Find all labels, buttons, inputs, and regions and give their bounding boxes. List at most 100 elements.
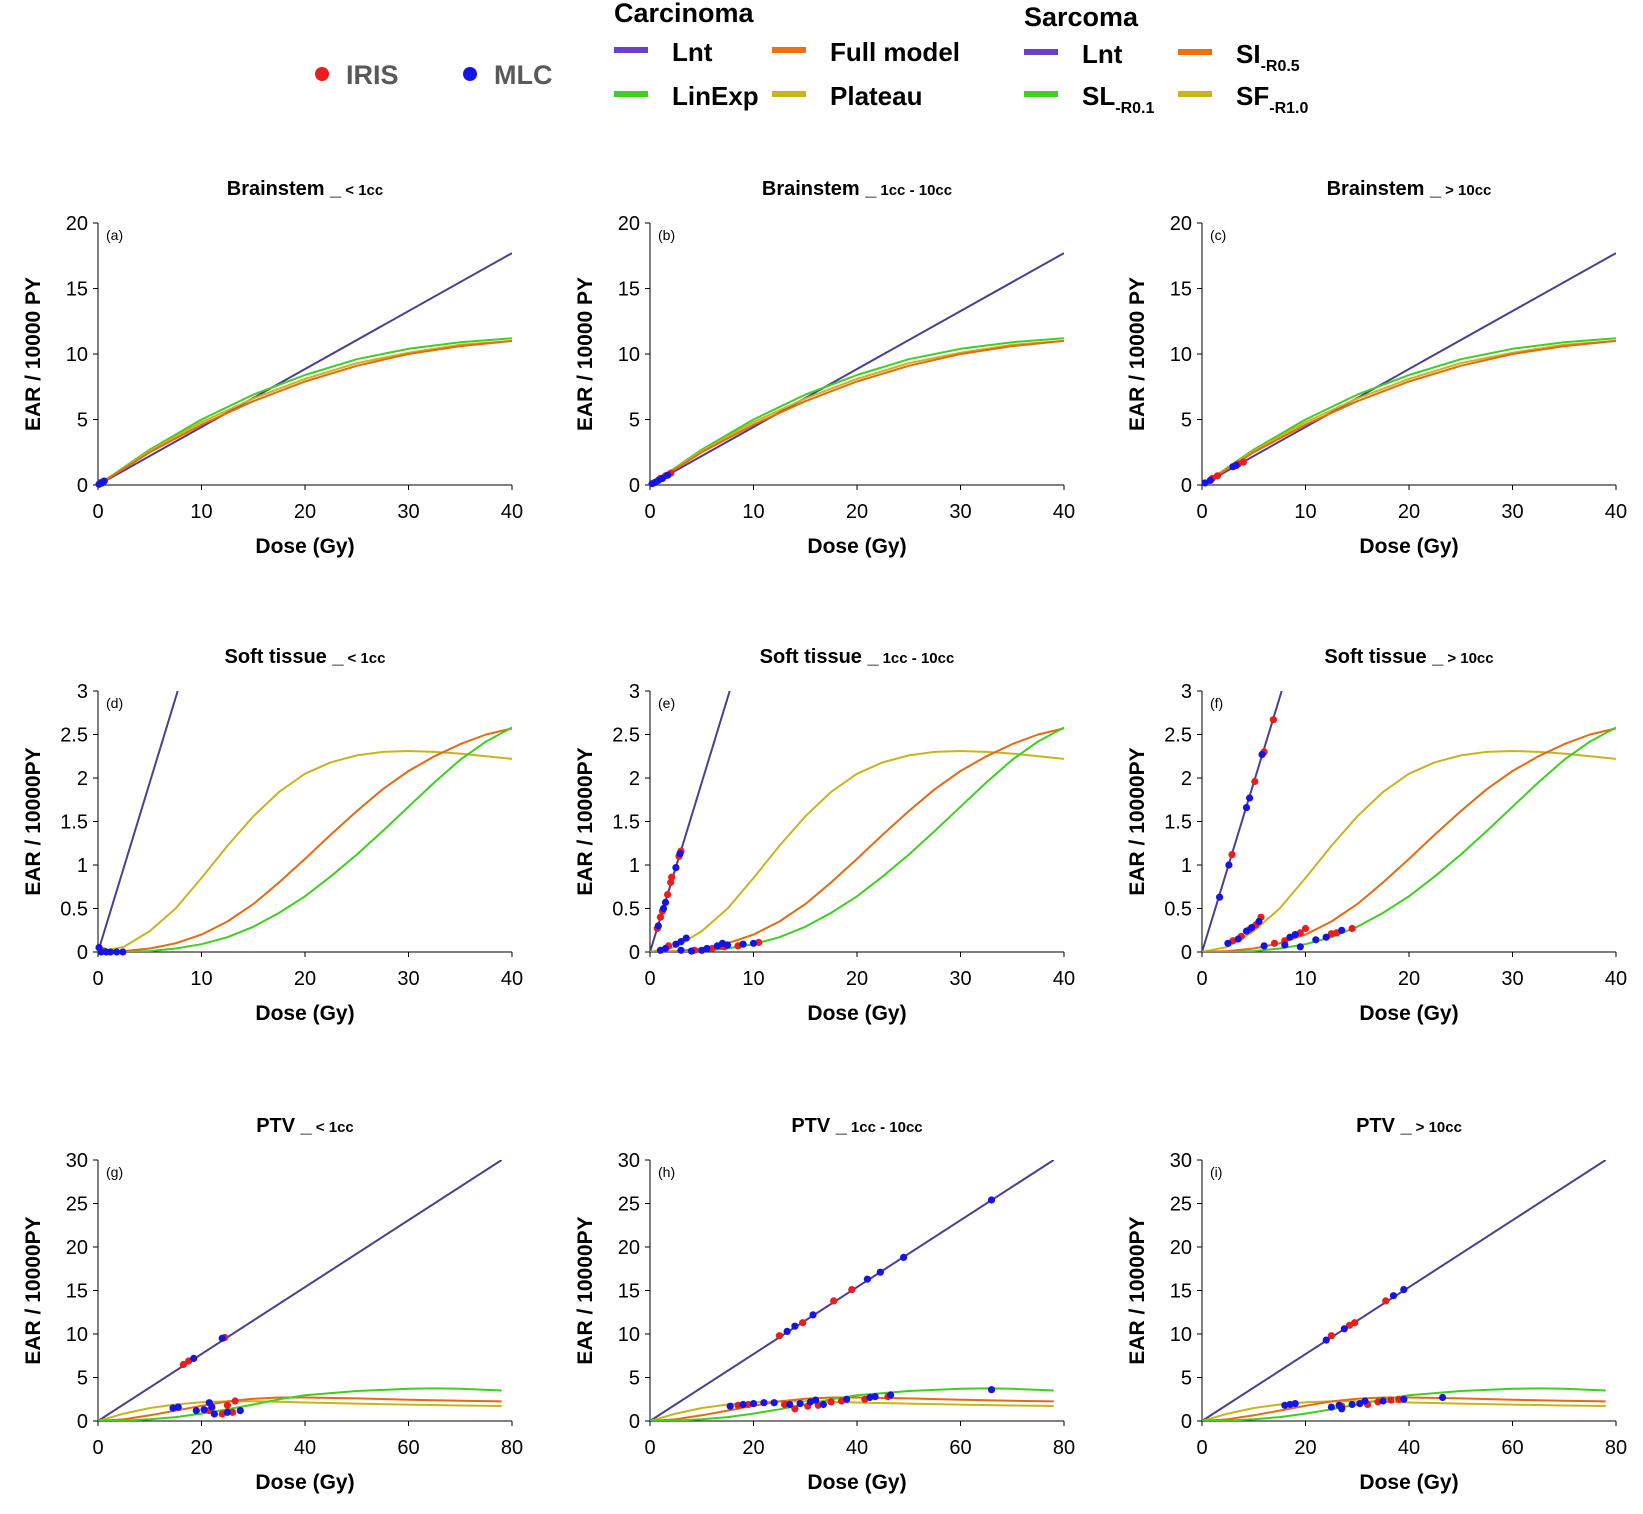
data-point-iris bbox=[780, 1400, 789, 1409]
data-point-mlc bbox=[1389, 1292, 1398, 1300]
y-tick-label: 2.5 bbox=[60, 725, 88, 747]
data-point-mlc bbox=[654, 922, 662, 930]
y-axis-label: EAR / 10000PY bbox=[1126, 747, 1149, 895]
panel-label: (e) bbox=[658, 695, 675, 711]
series-group bbox=[1202, 691, 1616, 952]
legend-carcinoma-swatch-1 bbox=[772, 47, 806, 53]
data-point-mlc bbox=[659, 904, 668, 913]
data-point-mlc bbox=[236, 1407, 244, 1415]
x-axis-label: Dose (Gy) bbox=[1359, 535, 1458, 558]
data-point-iris bbox=[1228, 851, 1236, 859]
data-point-mlc bbox=[1322, 933, 1330, 941]
data-point-mlc bbox=[1258, 750, 1266, 759]
data-point-iris bbox=[1270, 939, 1279, 947]
panel-c: Brainstem _ > 10cc 0 5 10 15 20 0 10 20 30 40 Dose (… bbox=[1126, 178, 1627, 558]
x-tick-label: 0 bbox=[92, 501, 103, 523]
y-tick-label: 25 bbox=[618, 1194, 640, 1216]
series-line-lnt bbox=[1202, 252, 1616, 485]
series-line-linexp bbox=[1202, 1387, 1606, 1421]
series-group bbox=[1202, 252, 1616, 485]
y-tick-label: 10 bbox=[1170, 1324, 1192, 1346]
y-tick-label: 3 bbox=[1181, 681, 1192, 703]
data-point-iris bbox=[827, 1398, 835, 1406]
x-tick-label: 20 bbox=[846, 501, 868, 523]
data-point-mlc bbox=[1281, 941, 1289, 949]
panel-title: Brainstem _ 1cc - 10cc bbox=[762, 178, 952, 200]
data-point-iris bbox=[830, 1297, 838, 1305]
x-tick-label: 0 bbox=[644, 968, 655, 990]
x-tick-label: 10 bbox=[1294, 501, 1316, 523]
panel-b: Brainstem _ 1cc - 10cc 0 5 10 15 20 0 10 20 30 40 Do… bbox=[574, 178, 1075, 558]
data-point-mlc bbox=[703, 944, 711, 953]
data-point-mlc bbox=[876, 1268, 884, 1276]
series-line-full-model bbox=[98, 727, 512, 952]
x-tick-label: 20 bbox=[294, 501, 316, 523]
y-axis-label: EAR / 10000PY bbox=[574, 747, 597, 895]
y-tick-label: 20 bbox=[618, 213, 640, 235]
legend-marker-mlc-label: MLC bbox=[494, 60, 552, 90]
y-tick-label: 25 bbox=[1170, 1194, 1192, 1216]
data-point-iris bbox=[1395, 1395, 1403, 1403]
series-line-full-model bbox=[650, 727, 1064, 952]
x-tick-label: 30 bbox=[397, 501, 419, 523]
series-line-plateau bbox=[98, 1400, 502, 1421]
y-tick-label: 1 bbox=[77, 855, 88, 877]
x-axis-label: Dose (Gy) bbox=[255, 1002, 354, 1025]
data-point-mlc bbox=[664, 471, 672, 479]
series-line-linexp bbox=[1202, 726, 1616, 952]
y-tick-label: 20 bbox=[1170, 1237, 1192, 1259]
y-axis-label: EAR / 10000 PY bbox=[574, 277, 597, 431]
points-group bbox=[95, 944, 127, 956]
x-tick-label: 60 bbox=[1501, 1437, 1523, 1459]
data-point-mlc bbox=[119, 948, 127, 956]
panel-label: (i) bbox=[1210, 1164, 1222, 1180]
x-tick-label: 80 bbox=[501, 1437, 523, 1459]
data-point-mlc bbox=[987, 1196, 996, 1204]
data-point-iris bbox=[1251, 777, 1259, 786]
data-point-iris bbox=[231, 1397, 239, 1405]
x-tick-label: 60 bbox=[397, 1437, 419, 1459]
data-point-mlc bbox=[658, 474, 667, 482]
data-point-mlc bbox=[1400, 1395, 1408, 1403]
data-point-mlc bbox=[687, 947, 696, 955]
data-point-mlc bbox=[1400, 1286, 1408, 1294]
x-tick-label: 20 bbox=[1294, 1437, 1316, 1459]
x-tick-label: 10 bbox=[1294, 968, 1316, 990]
data-point-mlc bbox=[749, 1400, 758, 1408]
data-point-iris bbox=[1382, 1297, 1390, 1305]
data-point-mlc bbox=[1340, 1325, 1348, 1333]
data-point-mlc bbox=[887, 1391, 895, 1399]
x-axis-label: Dose (Gy) bbox=[807, 1471, 906, 1494]
series-line-plateau bbox=[650, 1400, 1054, 1421]
y-tick-label: 2 bbox=[629, 768, 640, 790]
x-tick-label: 40 bbox=[1605, 501, 1627, 523]
x-tick-label: 80 bbox=[1053, 1437, 1075, 1459]
data-point-mlc bbox=[174, 1403, 182, 1411]
data-point-mlc bbox=[1225, 861, 1233, 869]
series-line-full-model bbox=[98, 1396, 502, 1421]
data-point-mlc bbox=[1338, 926, 1346, 934]
data-point-mlc bbox=[676, 850, 684, 858]
panel-label: (g) bbox=[106, 1164, 123, 1180]
points-group bbox=[1281, 1286, 1447, 1413]
y-tick-label: 5 bbox=[1181, 1368, 1192, 1390]
series-group bbox=[98, 1160, 503, 1421]
panel-title: Brainstem _ > 10cc bbox=[1327, 178, 1492, 200]
panel-g: PTV _ < 1cc 0 5 10 15 20 25 30 0 20 40 60 80 Dose (Gy)… bbox=[22, 1115, 523, 1494]
x-tick-label: 0 bbox=[1196, 968, 1207, 990]
x-tick-label: 0 bbox=[644, 1437, 655, 1459]
y-tick-label: 5 bbox=[1181, 410, 1192, 432]
panel-title: PTV _ < 1cc bbox=[256, 1115, 354, 1137]
data-point-mlc bbox=[1291, 931, 1299, 939]
x-tick-label: 30 bbox=[949, 501, 971, 523]
data-point-mlc bbox=[106, 948, 114, 956]
x-tick-label: 0 bbox=[644, 501, 655, 523]
data-point-mlc bbox=[786, 1400, 794, 1409]
x-tick-label: 40 bbox=[294, 1437, 316, 1459]
y-tick-label: 10 bbox=[618, 344, 640, 366]
series-line-linexp bbox=[650, 726, 1064, 952]
y-tick-label: 0 bbox=[629, 1411, 640, 1433]
data-point-mlc bbox=[1291, 1400, 1299, 1408]
y-tick-label: 15 bbox=[66, 279, 88, 301]
series-group bbox=[98, 252, 512, 485]
